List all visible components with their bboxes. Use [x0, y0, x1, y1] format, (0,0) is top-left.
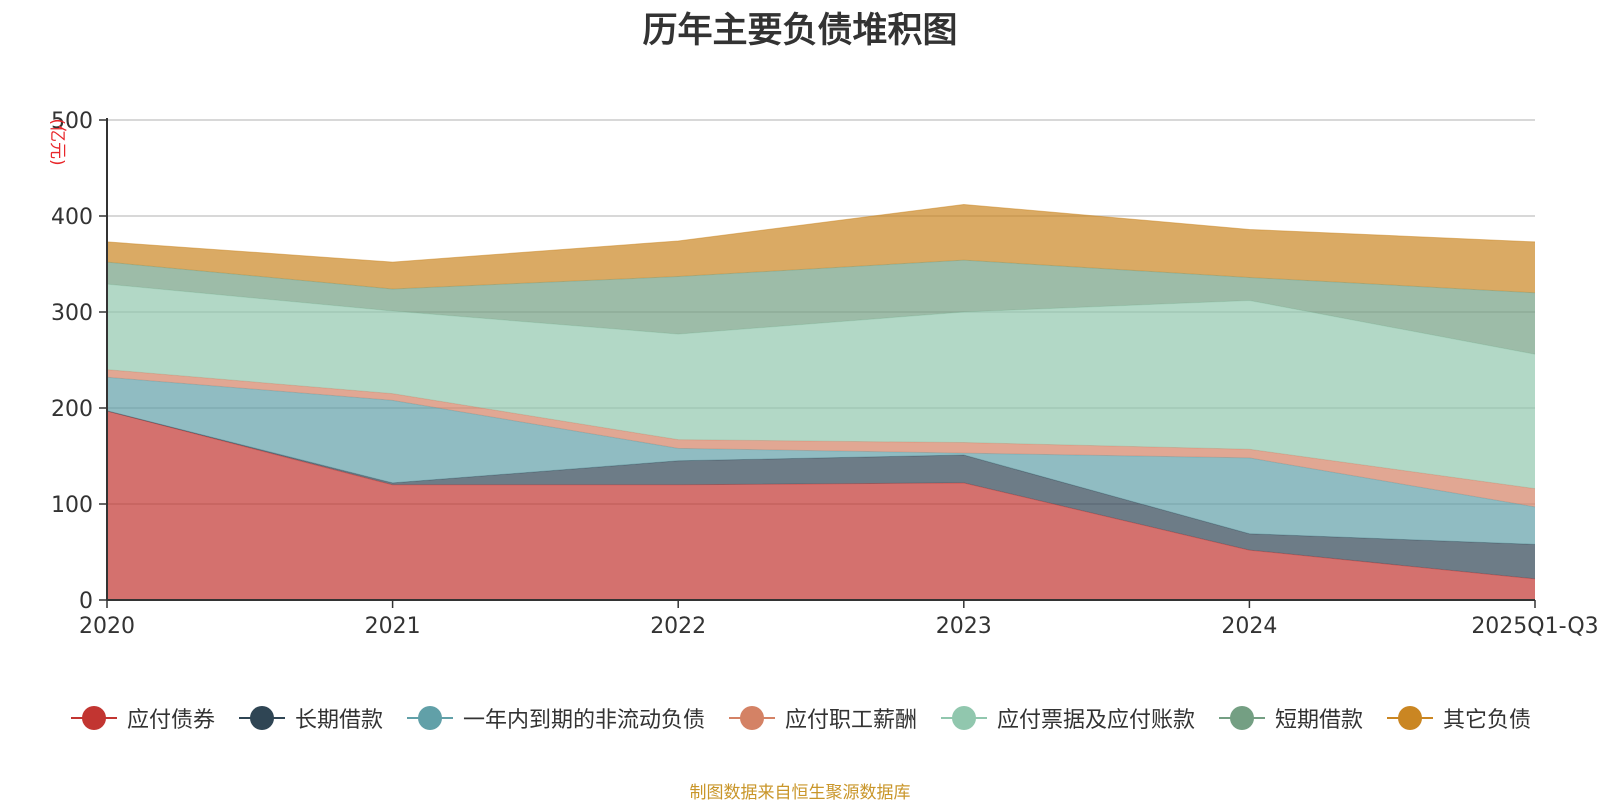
- legend-item-5[interactable]: 短期借款: [1217, 702, 1363, 734]
- x-tick-label: 2022: [650, 614, 706, 639]
- legend-label: 其它负债: [1443, 708, 1532, 733]
- data-source-note: 制图数据来自恒生聚源数据库: [689, 783, 911, 803]
- legend-marker-icon: [1387, 706, 1434, 730]
- legend-item-6[interactable]: 其它负债: [1385, 702, 1531, 734]
- area-series-line-1: [106, 410, 1536, 545]
- y-tick-label: 200: [51, 397, 93, 422]
- area-series-line-6: [106, 203, 1536, 263]
- area-series-6: [107, 204, 1535, 293]
- legend-label: 一年内到期的非流动负债: [462, 708, 705, 733]
- y-tick-label: 300: [51, 301, 93, 326]
- legend-label: 应付职工薪酬: [784, 708, 917, 733]
- legend-marker-icon: [941, 706, 987, 730]
- area-series-3: [107, 369, 1535, 507]
- area-series-1: [107, 410, 1535, 579]
- legend-item-1[interactable]: 长期借款: [237, 702, 383, 734]
- x-tick-label: 2023: [936, 614, 992, 639]
- area-series-4: [107, 284, 1535, 489]
- area-series-5: [107, 260, 1535, 355]
- y-tick-label: 400: [51, 205, 93, 230]
- legend-item-2[interactable]: 一年内到期的非流动负债: [405, 702, 705, 734]
- legend-item-4[interactable]: 应付票据及应付账款: [939, 702, 1195, 734]
- legend-label: 应付票据及应付账款: [997, 708, 1196, 733]
- area-series-0: [107, 410, 1535, 600]
- legend-label: 应付债券: [126, 708, 215, 733]
- y-tick-label: 0: [79, 589, 93, 614]
- legend-marker-icon: [406, 706, 453, 730]
- legend-item-3[interactable]: 应付职工薪酬: [727, 702, 917, 734]
- chart-title: 历年主要负债堆积图: [642, 11, 958, 51]
- area-series-2: [107, 377, 1535, 545]
- y-axis-unit-label: (亿元): [47, 118, 67, 165]
- y-tick-label: 100: [51, 493, 93, 518]
- x-tick-label: 2021: [365, 614, 421, 639]
- legend-label: 短期借款: [1275, 708, 1364, 733]
- legend: 应付债券 长期借款 一年内到期的非流动负债 应付职工薪酬 应付票据及应付账款 短期借款 其它…: [0, 700, 1600, 736]
- legend-marker-icon: [70, 706, 117, 730]
- y-tick-label: 500: [51, 109, 93, 134]
- legend-label: 长期借款: [294, 708, 383, 733]
- x-tick-label: 2024: [1221, 614, 1277, 639]
- legend-marker-icon: [728, 706, 775, 730]
- x-tick-label: 2025Q1-Q3: [1471, 614, 1598, 639]
- legend-marker-icon: [1219, 706, 1266, 730]
- x-tick-label: 2020: [79, 614, 135, 639]
- legend-marker-icon: [238, 706, 285, 730]
- legend-item-0[interactable]: 应付债券: [69, 702, 215, 734]
